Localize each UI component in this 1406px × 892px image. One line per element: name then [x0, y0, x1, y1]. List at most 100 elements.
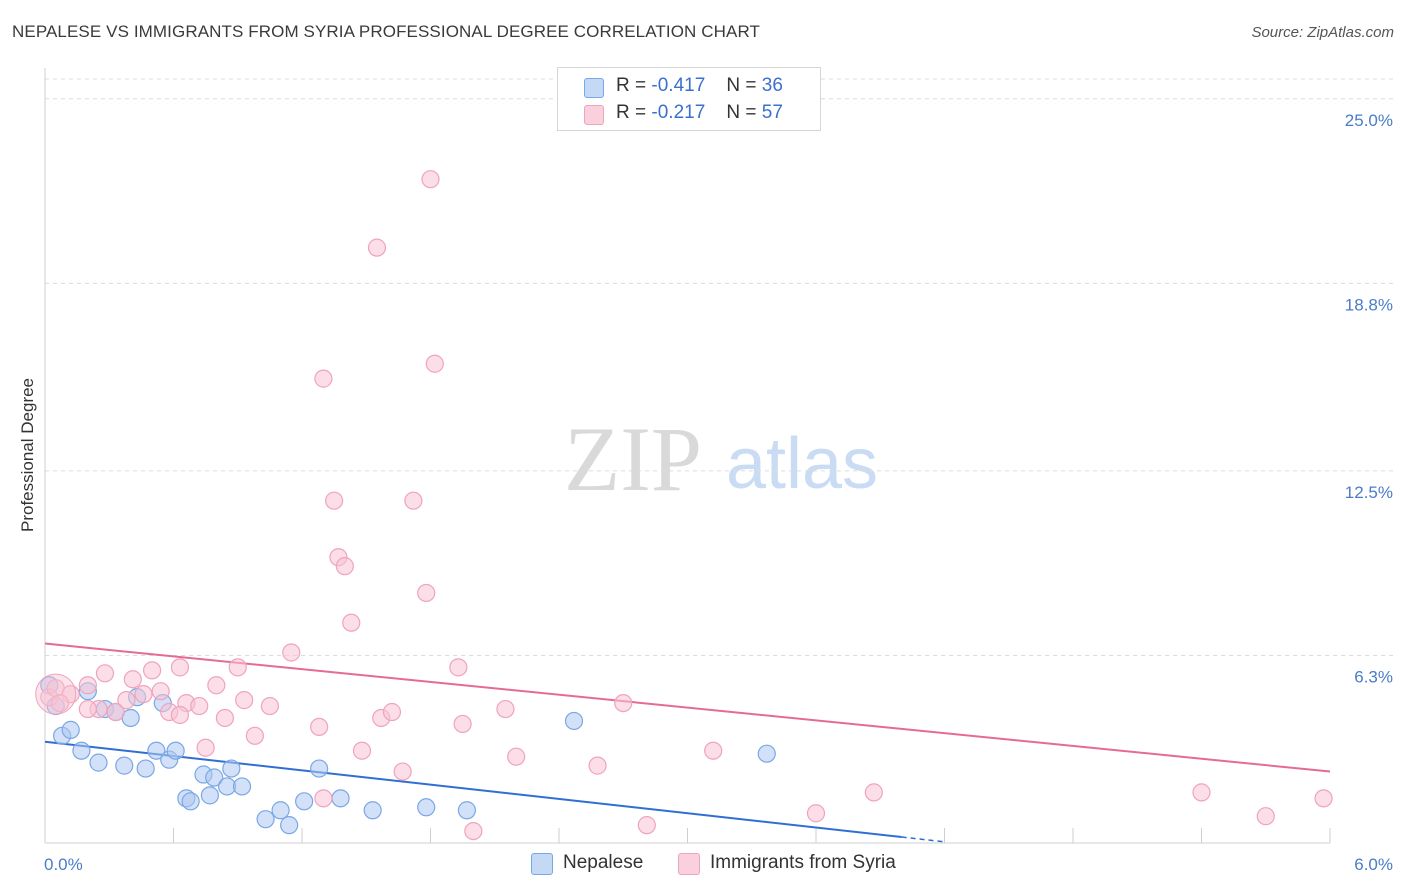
point-syria-19 [228, 658, 247, 677]
point-syria-41 [588, 756, 607, 775]
bottom-legend-swatch-nepalese [531, 853, 553, 875]
point-syria-24 [310, 717, 329, 737]
legend-r-value-nepalese: -0.417 [651, 75, 706, 96]
point-nepalese-18 [181, 792, 200, 811]
point-syria-40 [507, 747, 526, 766]
legend-swatch-nepalese [584, 78, 604, 98]
point-syria-39 [496, 699, 515, 719]
point-nepalese-24 [232, 777, 252, 796]
point-nepalese-27 [280, 816, 299, 835]
point-syria-35 [417, 583, 436, 603]
point-nepalese-26 [271, 801, 290, 820]
point-syria-32 [382, 702, 402, 722]
point-syria-49 [1314, 789, 1333, 808]
point-nepalese-4 [72, 741, 91, 760]
point-nepalese-20 [200, 786, 220, 805]
legend-r-value-syria: -0.217 [651, 102, 706, 123]
point-syria-15 [190, 696, 209, 716]
point-syria-33 [393, 762, 412, 781]
point-nepalese-33 [457, 801, 477, 820]
watermark-zip: ZIP [564, 408, 702, 510]
point-syria-22 [260, 696, 279, 716]
legend-n-label: N = [726, 75, 757, 96]
point-syria-cluster [35, 673, 77, 715]
point-nepalese-35 [757, 744, 776, 763]
point-syria-47 [1192, 783, 1211, 802]
point-syria-16 [196, 738, 215, 757]
y-tick-label-3: 25.0% [1345, 111, 1393, 130]
point-syria-5 [95, 664, 115, 683]
point-nepalese-21 [205, 768, 224, 787]
point-nepalese-29 [310, 759, 329, 778]
point-syria-13 [170, 658, 190, 677]
trend-lines [44, 642, 1331, 843]
point-nepalese-28 [295, 792, 314, 811]
point-syria-42 [614, 693, 633, 713]
bottom-legend-swatch-syria [678, 853, 700, 875]
x-tick-labels: 0.0% 6.0% [44, 855, 1393, 874]
point-syria-29 [342, 613, 361, 632]
point-syria-20 [235, 691, 254, 710]
point-syria-3 [78, 676, 97, 695]
gridlines [45, 78, 1395, 656]
point-nepalese-12 [136, 759, 155, 778]
y-tick-label-1: 12.5% [1345, 483, 1393, 502]
point-nepalese-31 [363, 801, 382, 820]
point-syria-43 [637, 816, 656, 835]
legend-n-value-syria: 57 [761, 102, 783, 123]
point-syria-10 [142, 661, 162, 680]
point-syria-23 [282, 643, 301, 662]
point-syria-7 [117, 691, 136, 710]
point-syria-30 [352, 741, 372, 760]
point-nepalese-25 [256, 810, 275, 829]
point-nepalese-32 [417, 798, 436, 817]
point-syria-26 [325, 491, 344, 510]
legend-r-label: R = [616, 75, 647, 96]
watermark-atlas: atlas [726, 424, 878, 504]
trend-line-nepalese-extension [901, 836, 945, 843]
point-syria-52 [421, 170, 440, 189]
point-syria-38 [464, 821, 483, 841]
point-syria-46 [864, 783, 883, 802]
watermark: ZIP atlas [564, 408, 878, 510]
legend-text-syria: R = -0.217 N = 57 [616, 102, 783, 124]
point-syria-37 [453, 714, 472, 734]
chart-title: NEPALESE VS IMMIGRANTS FROM SYRIA PROFES… [12, 22, 760, 41]
point-nepalese-9 [115, 756, 134, 775]
point-syria-56 [170, 705, 190, 725]
point-nepalese-34 [564, 711, 584, 731]
source-label: Source: ZipAtlas.com [1251, 24, 1394, 41]
point-syria-17 [207, 676, 226, 695]
legend-text-nepalese: R = -0.417 N = 36 [616, 75, 783, 97]
trend-line-syria [44, 642, 1331, 773]
y-tick-labels: 6.3% 12.5% 18.8% 25.0% [1345, 111, 1393, 687]
data-points [35, 170, 1333, 841]
x-tick-label-1: 6.0% [1354, 855, 1393, 874]
point-syria-21 [245, 726, 264, 745]
y-tick-label-2: 18.8% [1345, 295, 1393, 314]
legend-n-label: N = [726, 102, 757, 123]
point-syria-54 [50, 693, 70, 713]
point-syria-25 [314, 789, 333, 808]
point-syria-50 [314, 369, 333, 388]
point-nepalese-13 [147, 741, 166, 760]
point-nepalese-6 [89, 753, 108, 772]
point-syria-11 [151, 682, 170, 701]
legend-n-value-nepalese: 36 [761, 75, 783, 96]
point-syria-36 [449, 658, 468, 677]
point-syria-6 [106, 702, 125, 722]
point-nepalese-16 [166, 741, 185, 760]
bottom-legend-label-nepalese: Nepalese [563, 852, 644, 873]
point-syria-8 [123, 670, 142, 689]
point-syria-44 [704, 741, 723, 760]
point-nepalese-3 [61, 720, 80, 739]
correlation-legend: R = -0.417 N = 36 R = -0.217 N = 57 [557, 67, 821, 131]
legend-swatch-syria [584, 105, 604, 125]
x-tick-label-0: 0.0% [44, 855, 83, 874]
trend-line-nepalese [44, 740, 902, 839]
point-syria-18 [215, 708, 234, 728]
point-syria-28 [335, 557, 354, 576]
point-nepalese-23 [222, 759, 241, 778]
point-syria-9 [134, 685, 153, 704]
